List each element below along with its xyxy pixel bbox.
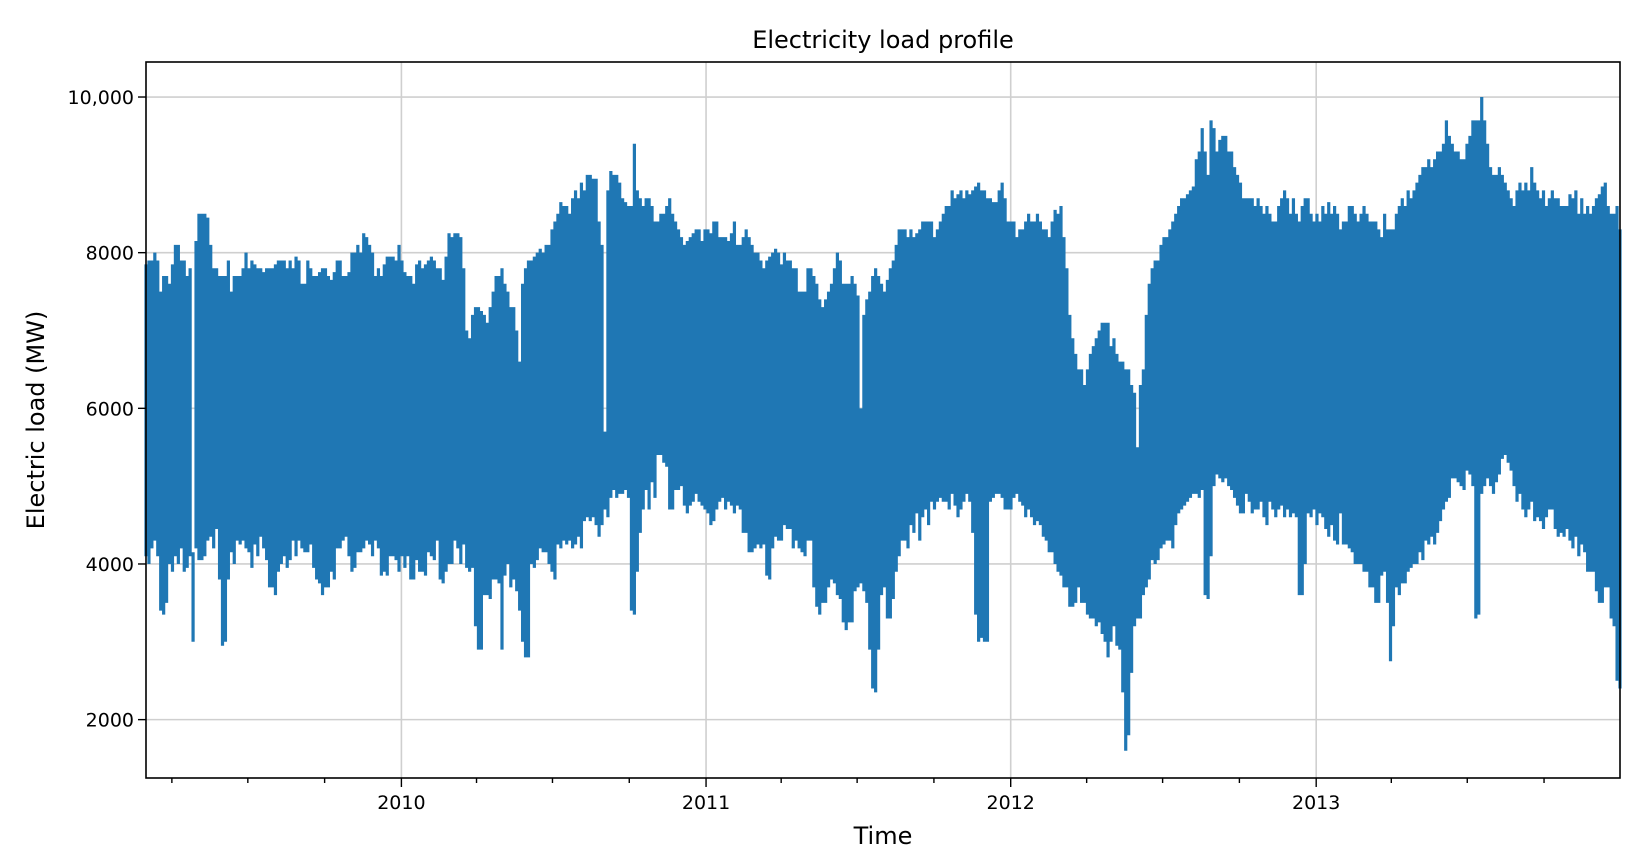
x-tick-label: 2010	[377, 792, 425, 814]
y-axis-ticks: 2000 4000 6000 8000 10,000	[68, 87, 146, 732]
x-axis-label: Time	[853, 822, 913, 850]
y-tick-label: 4000	[86, 554, 134, 576]
y-tick-label: 8000	[86, 243, 134, 265]
y-tick-label: 2000	[86, 710, 134, 732]
x-tick-label: 2013	[1292, 792, 1340, 814]
y-axis-label: Electric load (MW)	[22, 311, 50, 530]
series-electric-load	[144, 97, 1622, 751]
x-tick-label: 2011	[682, 792, 730, 814]
y-tick-label: 10,000	[68, 87, 134, 109]
y-tick-label: 6000	[86, 398, 134, 420]
x-axis-ticks: 2010 2011 2012 2013	[171, 778, 1545, 814]
series-line	[144, 97, 1622, 751]
chart-title: Electricity load profile	[752, 26, 1014, 54]
plot-frame	[145, 61, 1621, 779]
x-tick-label: 2012	[987, 792, 1035, 814]
